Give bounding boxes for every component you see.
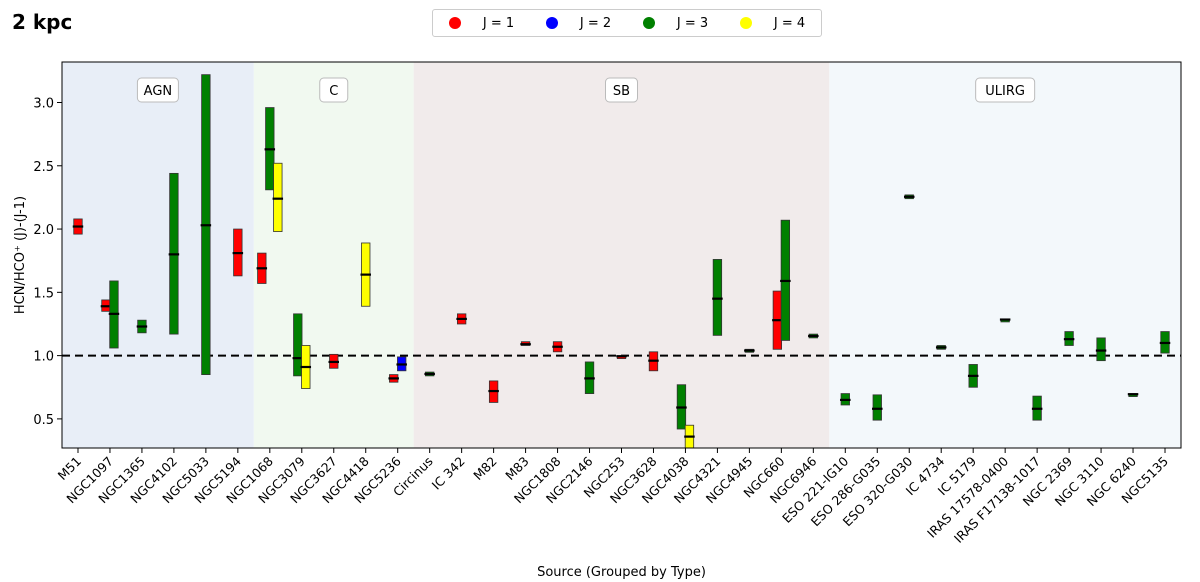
legend-item-j4: J = 4 xyxy=(739,15,806,31)
y-tick-label-1: 1.0 xyxy=(33,350,54,365)
range-bar-j3-25 xyxy=(872,394,882,421)
x-axis-label: Source (Grouped by Type) xyxy=(537,565,706,580)
legend-label-j2: J = 2 xyxy=(579,15,612,31)
range-bar-j3-7 xyxy=(293,313,303,377)
group-label-c: C xyxy=(329,84,338,99)
group-band-agn xyxy=(62,62,254,448)
legend-marker-j4 xyxy=(739,17,752,29)
group-band-c xyxy=(253,62,414,448)
legend-marker-j2 xyxy=(545,17,558,29)
range-bar-j3-20 xyxy=(712,259,723,336)
scale-label: 2 kpc xyxy=(12,10,73,34)
group-band-sb xyxy=(413,62,830,448)
group-label-box-c xyxy=(319,77,349,103)
legend: J = 1 J = 2 J = 3 J = 4 xyxy=(432,9,822,37)
legend-label-j4: J = 4 xyxy=(773,15,806,31)
y-tick-label-0: 0.5 xyxy=(33,413,54,428)
y-tick-label-2: 1.5 xyxy=(33,286,54,301)
legend-item-j3: J = 3 xyxy=(642,15,709,31)
group-label-sb: SB xyxy=(613,84,630,99)
legend-marker-j3 xyxy=(642,17,655,29)
range-bar-j4-6 xyxy=(273,162,283,232)
legend-label-j1: J = 1 xyxy=(482,15,515,31)
y-tick-label-4: 2.5 xyxy=(33,160,54,175)
y-axis-label: HCN/HCO⁺ (J)-(J-1) xyxy=(13,196,28,314)
group-label-box-agn xyxy=(136,77,179,103)
x-tick-label-12: IC 342 xyxy=(429,454,468,493)
plot-marks xyxy=(72,74,1171,448)
y-tick-label-3: 2.0 xyxy=(33,223,54,238)
legend-item-j1: J = 1 xyxy=(448,15,515,31)
range-bar-j3-32 xyxy=(1096,337,1106,362)
group-label-agn: AGN xyxy=(144,84,172,99)
legend-label-j3: J = 3 xyxy=(676,15,709,31)
group-label-box-ulirg xyxy=(975,77,1036,103)
group-band-ulirg xyxy=(829,62,1181,448)
legend-item-j2: J = 2 xyxy=(545,15,612,31)
y-tick-label-5: 3.0 xyxy=(33,96,54,111)
legend-marker-j1 xyxy=(448,17,461,29)
x-tick-label-13: M82 xyxy=(470,454,499,483)
group-label-box-sb xyxy=(605,77,638,103)
group-label-ulirg: ULIRG xyxy=(985,84,1025,99)
